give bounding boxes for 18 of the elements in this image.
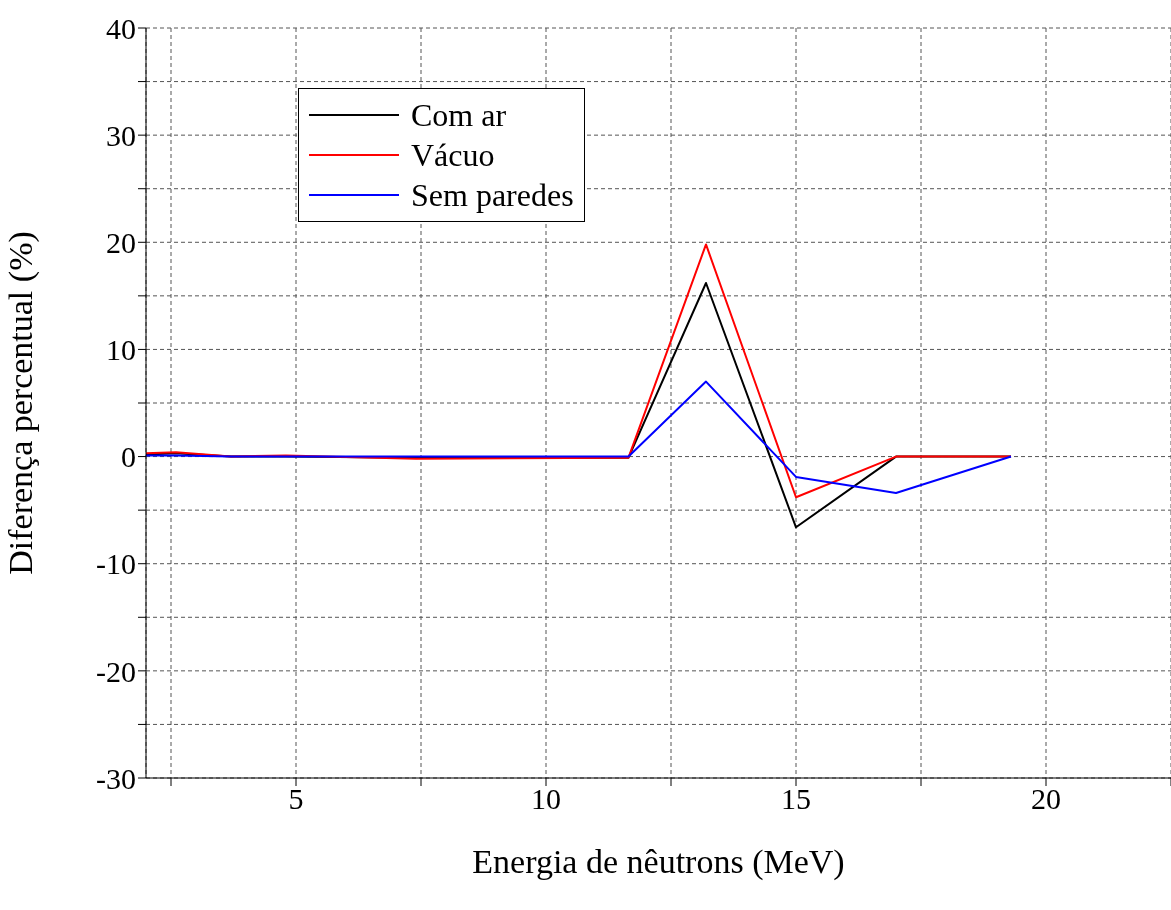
y-tick-label: -20 [96, 654, 136, 688]
x-tick-label: 15 [781, 782, 811, 816]
y-tick-label: 10 [106, 333, 136, 367]
legend-label: Sem paredes [411, 176, 574, 214]
y-tick-label: 30 [106, 118, 136, 152]
y-tick-label: 0 [121, 440, 136, 474]
y-tick-label: -30 [96, 761, 136, 795]
legend-label: Com ar [411, 96, 507, 134]
y-axis-title: Diferença percentual (%) [2, 231, 41, 575]
x-tick-label: 5 [288, 782, 304, 816]
x-axis-title: Energia de nêutrons (MeV) [472, 843, 845, 881]
x-tick-label: 20 [1031, 782, 1061, 816]
y-tick-label: -10 [96, 547, 136, 581]
line-series [146, 380, 1012, 494]
y-tick-label: 40 [106, 11, 136, 45]
y-tick-label: 20 [106, 225, 136, 259]
x-tick-label: 10 [531, 782, 561, 816]
legend-label: Vácuo [411, 136, 495, 174]
